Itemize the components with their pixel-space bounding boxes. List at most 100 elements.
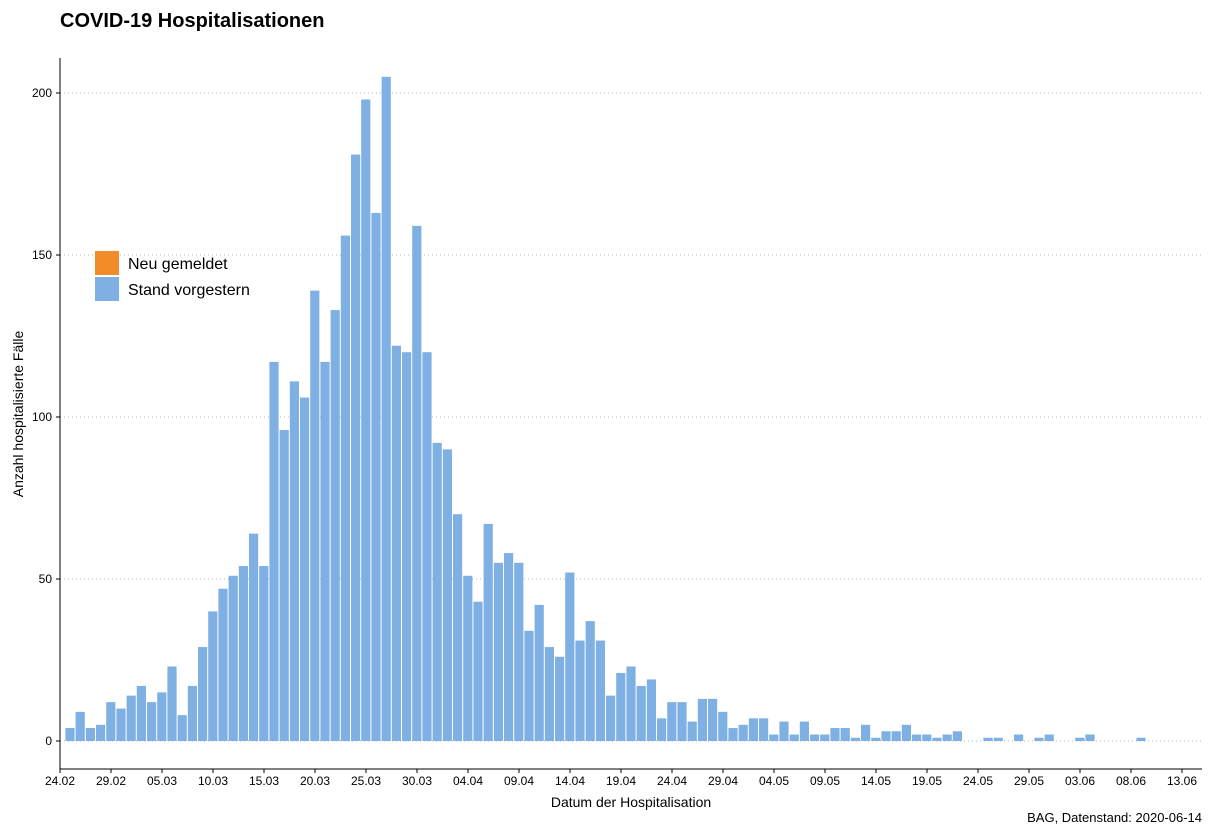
bar xyxy=(524,630,534,741)
y-tick-label: 100 xyxy=(32,410,52,424)
bar xyxy=(300,397,310,741)
bar xyxy=(575,640,585,741)
y-axis-label: Anzahl hospitalisierte Fälle xyxy=(10,331,26,498)
legend-label-stand-vorgestern: Stand vorgestern xyxy=(128,282,250,299)
bar xyxy=(585,621,595,741)
legend: Neu gemeldet Stand vorgestern xyxy=(95,251,250,301)
bar xyxy=(861,724,871,741)
bar xyxy=(249,533,259,741)
bar xyxy=(351,154,361,741)
bar xyxy=(1085,734,1095,741)
bar xyxy=(942,734,952,741)
bar xyxy=(310,290,320,741)
x-tick-label: 09.04 xyxy=(504,774,534,788)
y-tick-label: 0 xyxy=(45,734,52,748)
bar xyxy=(677,702,687,741)
legend-swatch-neu-gemeldet xyxy=(95,251,119,275)
bar xyxy=(840,728,850,741)
x-tick-label: 19.04 xyxy=(606,774,636,788)
bar xyxy=(759,718,769,741)
bar xyxy=(779,721,789,741)
bar xyxy=(157,692,167,741)
chart-caption: BAG, Datenstand: 2020-06-14 xyxy=(1027,810,1202,825)
bar xyxy=(442,449,452,741)
bar xyxy=(565,572,575,741)
x-tick-label: 09.05 xyxy=(810,774,840,788)
x-tick-label: 13.06 xyxy=(1167,774,1197,788)
bar xyxy=(646,679,656,741)
bar xyxy=(96,724,106,741)
bar xyxy=(1014,734,1024,741)
bar xyxy=(289,381,299,741)
x-tick-label: 29.05 xyxy=(1014,774,1044,788)
x-tick-label: 03.06 xyxy=(1065,774,1095,788)
bar xyxy=(198,647,208,741)
bar xyxy=(534,604,544,741)
bar xyxy=(402,352,412,741)
bar xyxy=(830,728,840,741)
bar xyxy=(748,718,758,741)
bar xyxy=(422,352,432,741)
bar xyxy=(167,666,177,741)
bar xyxy=(381,76,391,742)
bar xyxy=(259,566,269,741)
bars xyxy=(65,76,1146,742)
y-tick-label: 200 xyxy=(32,86,52,100)
bar xyxy=(1044,734,1054,741)
bar xyxy=(636,685,646,741)
bar xyxy=(595,640,605,741)
bar xyxy=(218,588,228,741)
bar xyxy=(85,728,95,741)
x-tick-label: 20.03 xyxy=(300,774,330,788)
bar xyxy=(208,611,218,741)
bar xyxy=(881,731,891,741)
bar xyxy=(391,345,401,741)
bar xyxy=(993,737,1003,741)
bar xyxy=(330,310,340,741)
x-tick-label: 15.03 xyxy=(249,774,279,788)
bar xyxy=(126,695,136,741)
bar xyxy=(412,225,422,742)
bar xyxy=(136,685,146,741)
bar xyxy=(555,656,565,741)
bar xyxy=(75,711,85,741)
bar xyxy=(463,575,473,741)
x-tick-label: 14.05 xyxy=(861,774,891,788)
bar xyxy=(340,235,350,741)
x-tick-label: 29.04 xyxy=(708,774,738,788)
bar xyxy=(871,737,881,741)
x-tick-label: 24.02 xyxy=(45,774,75,788)
bar xyxy=(453,514,463,741)
bar xyxy=(616,672,626,741)
bar xyxy=(279,429,289,741)
bar xyxy=(1034,737,1044,741)
bar xyxy=(371,212,381,741)
bar xyxy=(850,737,860,741)
bar xyxy=(983,737,993,741)
x-axis-label: Datum der Hospitalisation xyxy=(551,794,711,810)
bar xyxy=(626,666,636,741)
y-tick-label: 50 xyxy=(39,572,53,586)
bar xyxy=(106,702,116,741)
bar xyxy=(922,734,932,741)
bar xyxy=(432,442,442,741)
bar xyxy=(238,566,248,741)
x-tick-label: 04.04 xyxy=(453,774,483,788)
x-tick-label: 29.02 xyxy=(96,774,126,788)
bar xyxy=(687,721,697,741)
bar xyxy=(810,734,820,741)
y-tick-label: 150 xyxy=(32,248,52,262)
y-axis-ticks: 0 50 100 150 200 xyxy=(32,86,60,748)
bar xyxy=(147,702,157,741)
bar xyxy=(952,731,962,741)
legend-label-neu-gemeldet: Neu gemeldet xyxy=(128,256,228,273)
bar xyxy=(789,734,799,741)
bar xyxy=(718,711,728,741)
x-tick-label: 14.04 xyxy=(555,774,585,788)
x-tick-label: 25.03 xyxy=(351,774,381,788)
bar xyxy=(65,728,75,741)
x-tick-label: 08.06 xyxy=(1116,774,1146,788)
x-tick-label: 05.03 xyxy=(147,774,177,788)
bar xyxy=(116,708,126,741)
